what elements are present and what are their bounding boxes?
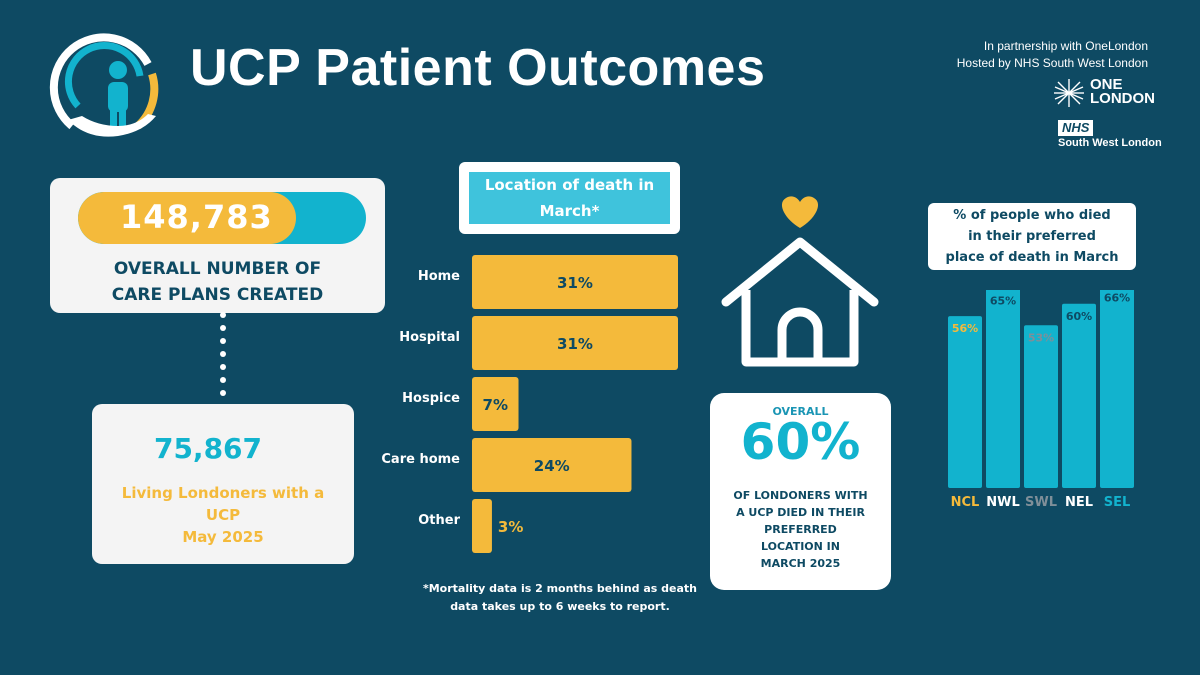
location-value-label: 31% xyxy=(557,274,593,292)
preferred-value-label: 53% xyxy=(1028,331,1054,344)
footnote-line1: *Mortality data is 2 months behind as de… xyxy=(422,582,698,595)
overall-value: 60% xyxy=(740,413,861,471)
preferred-value-label: 65% xyxy=(990,294,1016,307)
location-of-death-chart: Home 31% Hospital 31% Hospice 7% Care home 24% O… xyxy=(381,255,678,553)
care-plans-label-line1: OVERALL NUMBER OF xyxy=(113,259,322,279)
preferred-category-label: NWL xyxy=(986,495,1020,510)
preferred-bar xyxy=(1062,303,1096,488)
preferred-category-label: NEL xyxy=(1065,495,1093,510)
preferred-title-line3: place of death in March xyxy=(945,250,1119,265)
preferred-value-label: 66% xyxy=(1104,291,1130,304)
connector-dot xyxy=(220,390,226,396)
preferred-chart-title: % of people who died in their preferred … xyxy=(928,203,1136,270)
preferred-title-line2: in their preferred xyxy=(968,229,1096,244)
preferred-category-label: SWL xyxy=(1025,495,1057,510)
connector-dot xyxy=(220,351,226,357)
dotted-connector xyxy=(220,312,226,404)
location-category-label: Other xyxy=(418,513,460,528)
preferred-category-label: SEL xyxy=(1104,495,1131,510)
care-plans-card: 148,783 OVERALL NUMBER OF CARE PLANS CRE… xyxy=(50,178,385,313)
location-value-label: 31% xyxy=(557,335,593,353)
partnership-text: In partnership with OneLondon Hosted by … xyxy=(957,38,1148,72)
onelondon-wordmark: ONE LONDON xyxy=(1090,76,1155,107)
house-with-heart-icon xyxy=(721,196,879,367)
location-category-label: Care home xyxy=(381,452,460,467)
location-value-label: 3% xyxy=(498,518,523,536)
preferred-bar xyxy=(948,316,982,488)
connector-dot xyxy=(220,312,226,318)
care-plans-label-line2: CARE PLANS CREATED xyxy=(111,285,324,305)
location-chart-title: Location of death in March* xyxy=(469,172,670,224)
onelondon-logo: ONE LONDON xyxy=(1052,76,1164,108)
connector-dot xyxy=(220,325,226,331)
page-title: UCP Patient Outcomes xyxy=(190,39,766,97)
overall-desc-line2: A UCP DIED IN THEIR xyxy=(736,506,865,519)
preferred-bar xyxy=(1100,290,1134,488)
location-bar xyxy=(472,316,678,370)
overall-desc-line1: OF LONDONERS WITH xyxy=(733,489,868,502)
location-bar xyxy=(472,499,492,553)
person-in-hand-icon xyxy=(49,33,159,137)
mortality-footnote: *Mortality data is 2 months behind as de… xyxy=(410,580,710,616)
location-bar xyxy=(472,377,519,431)
location-bar xyxy=(472,255,678,309)
nhs-region-label: South West London xyxy=(1058,137,1162,149)
location-title-line2: March* xyxy=(539,202,600,220)
preferred-place-chart: 56% NCL 65% NWL 53% SWL 60% NEL 66% SEL xyxy=(948,290,1134,510)
overall-desc-line4: LOCATION IN xyxy=(761,540,840,553)
connector-dot xyxy=(220,377,226,383)
overall-card: OVERALL 60% OF LONDONERS WITH A UCP DIED… xyxy=(710,393,891,590)
location-chart-title-box: Location of death in March* xyxy=(459,162,680,234)
nhs-logo: NHS xyxy=(1058,120,1094,136)
footnote-line2: data takes up to 6 weeks to report. xyxy=(450,600,670,613)
care-plans-pill: 148,783 xyxy=(78,192,366,244)
hosted-line: Hosted by NHS South West London xyxy=(956,56,1148,70)
overall-label: OVERALL xyxy=(772,405,829,418)
location-category-label: Hospital xyxy=(399,330,460,345)
preferred-bar xyxy=(1024,325,1058,488)
preferred-value-label: 56% xyxy=(952,322,978,335)
location-bar xyxy=(472,438,632,492)
overall-description: OF LONDONERS WITH A UCP DIED IN THEIR PR… xyxy=(720,487,881,572)
living-line3: May 2025 xyxy=(182,528,264,546)
preferred-bar xyxy=(986,290,1020,488)
location-value-label: 24% xyxy=(534,457,570,475)
living-londoners-label: Living Londoners with a UCP May 2025 xyxy=(92,482,354,548)
onelondon-line2: LONDON xyxy=(1090,90,1155,107)
partnership-line: In partnership with OneLondon xyxy=(983,39,1148,53)
preferred-value-label: 60% xyxy=(1066,310,1092,323)
living-londoners-value: 75,867 xyxy=(153,432,263,465)
starburst-icon xyxy=(1054,79,1084,107)
care-plans-pill-fill xyxy=(78,192,296,244)
overall-desc-line5: MARCH 2025 xyxy=(760,557,841,570)
connector-dot xyxy=(220,364,226,370)
onelondon-line1: ONE xyxy=(1090,76,1123,93)
connector-dot xyxy=(220,338,226,344)
overall-desc-line3: PREFERRED xyxy=(764,523,837,536)
location-category-label: Home xyxy=(418,269,460,284)
living-londoners-card: 75,867 Living Londoners with a UCP May 2… xyxy=(92,404,354,564)
living-line2: UCP xyxy=(205,506,241,524)
preferred-title-line1: % of people who died xyxy=(953,208,1111,223)
location-value-label: 7% xyxy=(483,396,508,414)
living-line1: Living Londoners with a xyxy=(121,484,325,502)
location-category-label: Hospice xyxy=(402,391,460,406)
location-title-line1: Location of death in xyxy=(484,176,655,194)
care-plans-value: 148,783 xyxy=(120,198,273,236)
care-plans-label: OVERALL NUMBER OF CARE PLANS CREATED xyxy=(50,256,385,308)
preferred-category-label: NCL xyxy=(951,495,980,510)
